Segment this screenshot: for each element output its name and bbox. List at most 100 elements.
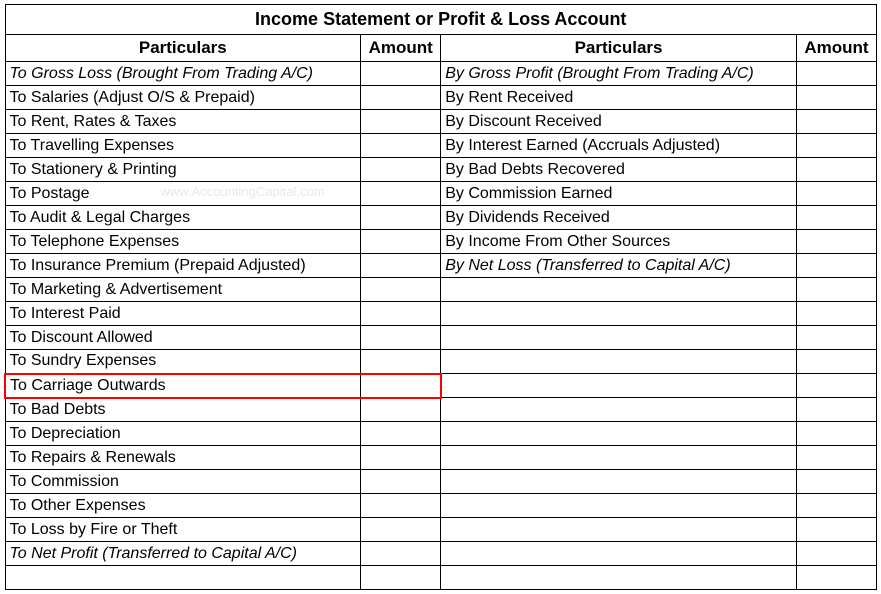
- table-row: To Marketing & Advertisement: [5, 278, 877, 302]
- left-particulars-cell: To Repairs & Renewals: [5, 446, 361, 470]
- left-amount-cell: [361, 542, 441, 566]
- left-amount-cell: [361, 206, 441, 230]
- left-amount-cell: [361, 374, 441, 398]
- table-row: To Depreciation: [5, 422, 877, 446]
- left-particulars-cell: To Carriage Outwards: [5, 374, 361, 398]
- right-amount-cell: [796, 182, 876, 206]
- table-row: www.AccountingCapital.comTo Postage By Co…: [5, 182, 877, 206]
- right-amount-cell: [796, 134, 876, 158]
- left-amount-cell: [361, 134, 441, 158]
- right-particulars-cell: [441, 326, 797, 350]
- right-particulars-cell: By Commission Earned: [441, 182, 797, 206]
- right-amount-cell: [796, 302, 876, 326]
- left-particulars-cell: To Other Expenses: [5, 494, 361, 518]
- left-particulars-cell: To Gross Loss (Brought From Trading A/C): [5, 62, 361, 86]
- table-row: To Net Profit (Transferred to Capital A/…: [5, 542, 877, 566]
- right-amount-cell: [796, 422, 876, 446]
- table-row: To Rent, Rates & Taxes By Discount Receiv…: [5, 110, 877, 134]
- header-left-particulars: Particulars: [5, 35, 361, 62]
- right-particulars-cell: [441, 374, 797, 398]
- right-amount-cell: [796, 374, 876, 398]
- right-particulars-cell: By Interest Earned (Accruals Adjusted): [441, 134, 797, 158]
- left-particulars-cell: To Depreciation: [5, 422, 361, 446]
- right-amount-cell: [796, 518, 876, 542]
- left-amount-cell: [361, 446, 441, 470]
- right-amount-cell: [796, 398, 876, 422]
- left-particulars-cell: [5, 566, 361, 590]
- left-amount-cell: [361, 398, 441, 422]
- table-row: To Interest Paid: [5, 302, 877, 326]
- right-amount-cell: [796, 158, 876, 182]
- right-particulars-cell: [441, 422, 797, 446]
- left-amount-cell: [361, 110, 441, 134]
- right-particulars-cell: [441, 494, 797, 518]
- left-particulars-cell: To Travelling Expenses: [5, 134, 361, 158]
- table-row: To Loss by Fire or Theft: [5, 518, 877, 542]
- left-amount-cell: [361, 158, 441, 182]
- left-particulars-cell: To Rent, Rates & Taxes: [5, 110, 361, 134]
- left-particulars-cell: To Audit & Legal Charges: [5, 206, 361, 230]
- table-row: To Discount Allowed: [5, 326, 877, 350]
- left-particulars-cell: To Stationery & Printing: [5, 158, 361, 182]
- right-particulars-cell: [441, 446, 797, 470]
- left-amount-cell: [361, 278, 441, 302]
- left-particulars-cell: To Marketing & Advertisement: [5, 278, 361, 302]
- table-row: To Sundry Expenses: [5, 350, 877, 374]
- left-amount-cell: [361, 62, 441, 86]
- left-particulars-cell: To Bad Debts: [5, 398, 361, 422]
- left-amount-cell: [361, 230, 441, 254]
- right-amount-cell: [796, 206, 876, 230]
- right-amount-cell: [796, 542, 876, 566]
- table-row: [5, 566, 877, 590]
- table-row: To Repairs & Renewals: [5, 446, 877, 470]
- left-amount-cell: [361, 470, 441, 494]
- right-amount-cell: [796, 446, 876, 470]
- right-amount-cell: [796, 470, 876, 494]
- right-particulars-cell: By Net Loss (Transferred to Capital A/C): [441, 254, 797, 278]
- left-amount-cell: [361, 494, 441, 518]
- right-amount-cell: [796, 230, 876, 254]
- right-particulars-cell: By Discount Received: [441, 110, 797, 134]
- left-particulars-cell: To Sundry Expenses: [5, 350, 361, 374]
- right-particulars-cell: [441, 278, 797, 302]
- table-title-row: Income Statement or Profit & Loss Accoun…: [5, 5, 877, 35]
- right-particulars-cell: [441, 302, 797, 326]
- left-particulars-cell: To Loss by Fire or Theft: [5, 518, 361, 542]
- left-particulars-cell: To Salaries (Adjust O/S & Prepaid): [5, 86, 361, 110]
- left-amount-cell: [361, 518, 441, 542]
- right-amount-cell: [796, 566, 876, 590]
- table-row: To Gross Loss (Brought From Trading A/C)…: [5, 62, 877, 86]
- table-row: To Audit & Legal Charges By Dividends Rec…: [5, 206, 877, 230]
- left-amount-cell: [361, 86, 441, 110]
- left-amount-cell: [361, 302, 441, 326]
- table-header-row: Particulars Amount Particulars Amount: [5, 35, 877, 62]
- table-body: To Gross Loss (Brought From Trading A/C)…: [5, 62, 877, 590]
- right-particulars-cell: [441, 542, 797, 566]
- right-amount-cell: [796, 110, 876, 134]
- left-amount-cell: [361, 326, 441, 350]
- left-amount-cell: [361, 254, 441, 278]
- right-amount-cell: [796, 254, 876, 278]
- right-amount-cell: [796, 326, 876, 350]
- left-particulars-cell: www.AccountingCapital.comTo Postage: [5, 182, 361, 206]
- table-title: Income Statement or Profit & Loss Accoun…: [5, 5, 877, 35]
- right-particulars-cell: [441, 566, 797, 590]
- right-particulars-cell: By Dividends Received: [441, 206, 797, 230]
- left-particulars-cell: To Net Profit (Transferred to Capital A/…: [5, 542, 361, 566]
- left-amount-cell: [361, 350, 441, 374]
- right-amount-cell: [796, 494, 876, 518]
- right-particulars-cell: [441, 470, 797, 494]
- table-row: To Travelling Expenses By Interest Earned…: [5, 134, 877, 158]
- header-right-particulars: Particulars: [441, 35, 797, 62]
- left-amount-cell: [361, 566, 441, 590]
- right-particulars-cell: [441, 398, 797, 422]
- header-left-amount: Amount: [361, 35, 441, 62]
- right-amount-cell: [796, 86, 876, 110]
- right-particulars-cell: By Rent Received: [441, 86, 797, 110]
- left-particulars-cell: To Commission: [5, 470, 361, 494]
- income-statement-table: Income Statement or Profit & Loss Accoun…: [4, 4, 877, 590]
- watermark-text: www.AccountingCapital.com: [161, 184, 325, 199]
- right-amount-cell: [796, 350, 876, 374]
- right-particulars-cell: By Gross Profit (Brought From Trading A/…: [441, 62, 797, 86]
- table-row: To Other Expenses: [5, 494, 877, 518]
